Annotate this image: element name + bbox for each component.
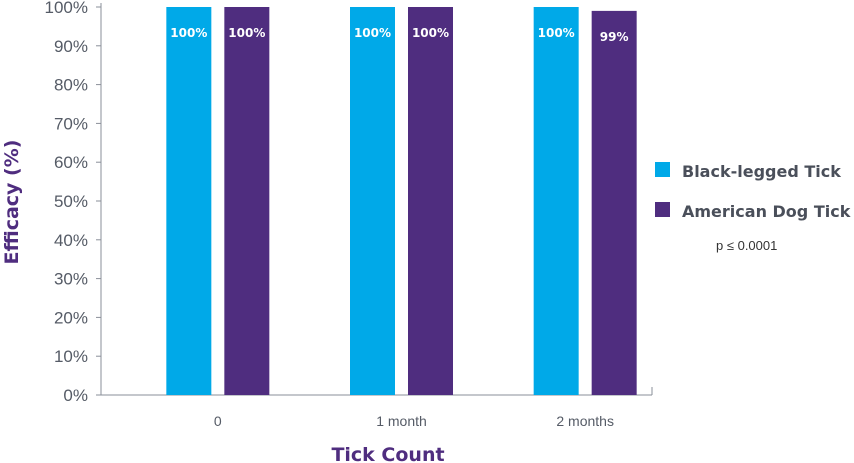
y-tick-label: 40%	[54, 231, 88, 250]
bar	[408, 7, 453, 395]
bar-value-label: 100%	[228, 26, 265, 40]
legend: Black-legged Tick American Dog Tick	[655, 162, 851, 221]
bar	[224, 7, 270, 395]
bar-value-label: 100%	[538, 26, 575, 40]
y-tick-label: 100%	[45, 0, 88, 17]
bar	[533, 7, 579, 395]
bar-labels: 100% 100% 100% 100% 100% 99%	[170, 26, 628, 44]
legend-swatch-black-legged-tick	[655, 162, 670, 177]
y-tick-label: 70%	[54, 114, 88, 133]
bar-value-label: 100%	[412, 26, 449, 40]
bar	[591, 10, 637, 395]
y-tick-label: 10%	[54, 347, 88, 366]
bar-value-label: 100%	[170, 26, 207, 40]
x-tick-label: 2 months	[556, 413, 614, 429]
bar-value-label: 100%	[354, 26, 391, 40]
legend-label-black-legged-tick: Black-legged Tick	[682, 162, 841, 181]
y-tick-label: 90%	[54, 37, 88, 56]
legend-swatch-american-dog-tick	[655, 202, 670, 217]
legend-label-american-dog-tick: American Dog Tick	[682, 202, 851, 221]
y-tick-label: 50%	[54, 192, 88, 211]
y-axis-title: Efficacy (%)	[1, 140, 23, 265]
y-tick-label: 60%	[54, 153, 88, 172]
y-tick-label: 80%	[54, 76, 88, 95]
bar	[166, 7, 212, 395]
y-tick-label: 0%	[63, 386, 88, 405]
bar-value-label: 99%	[600, 30, 629, 44]
p-value-annotation: p ≤ 0.0001	[716, 238, 777, 253]
x-axis-title: Tick Count	[331, 444, 444, 463]
x-tick-label: 1 month	[376, 413, 427, 429]
y-axis: 0% 10% 20% 30% 40% 50% 60% 70% 80% 90% 100%	[45, 0, 102, 405]
bars	[166, 7, 637, 395]
y-tick-label: 20%	[54, 308, 88, 327]
bar	[350, 7, 395, 395]
y-tick-label: 30%	[54, 270, 88, 289]
x-tick-label: 0	[214, 413, 222, 429]
